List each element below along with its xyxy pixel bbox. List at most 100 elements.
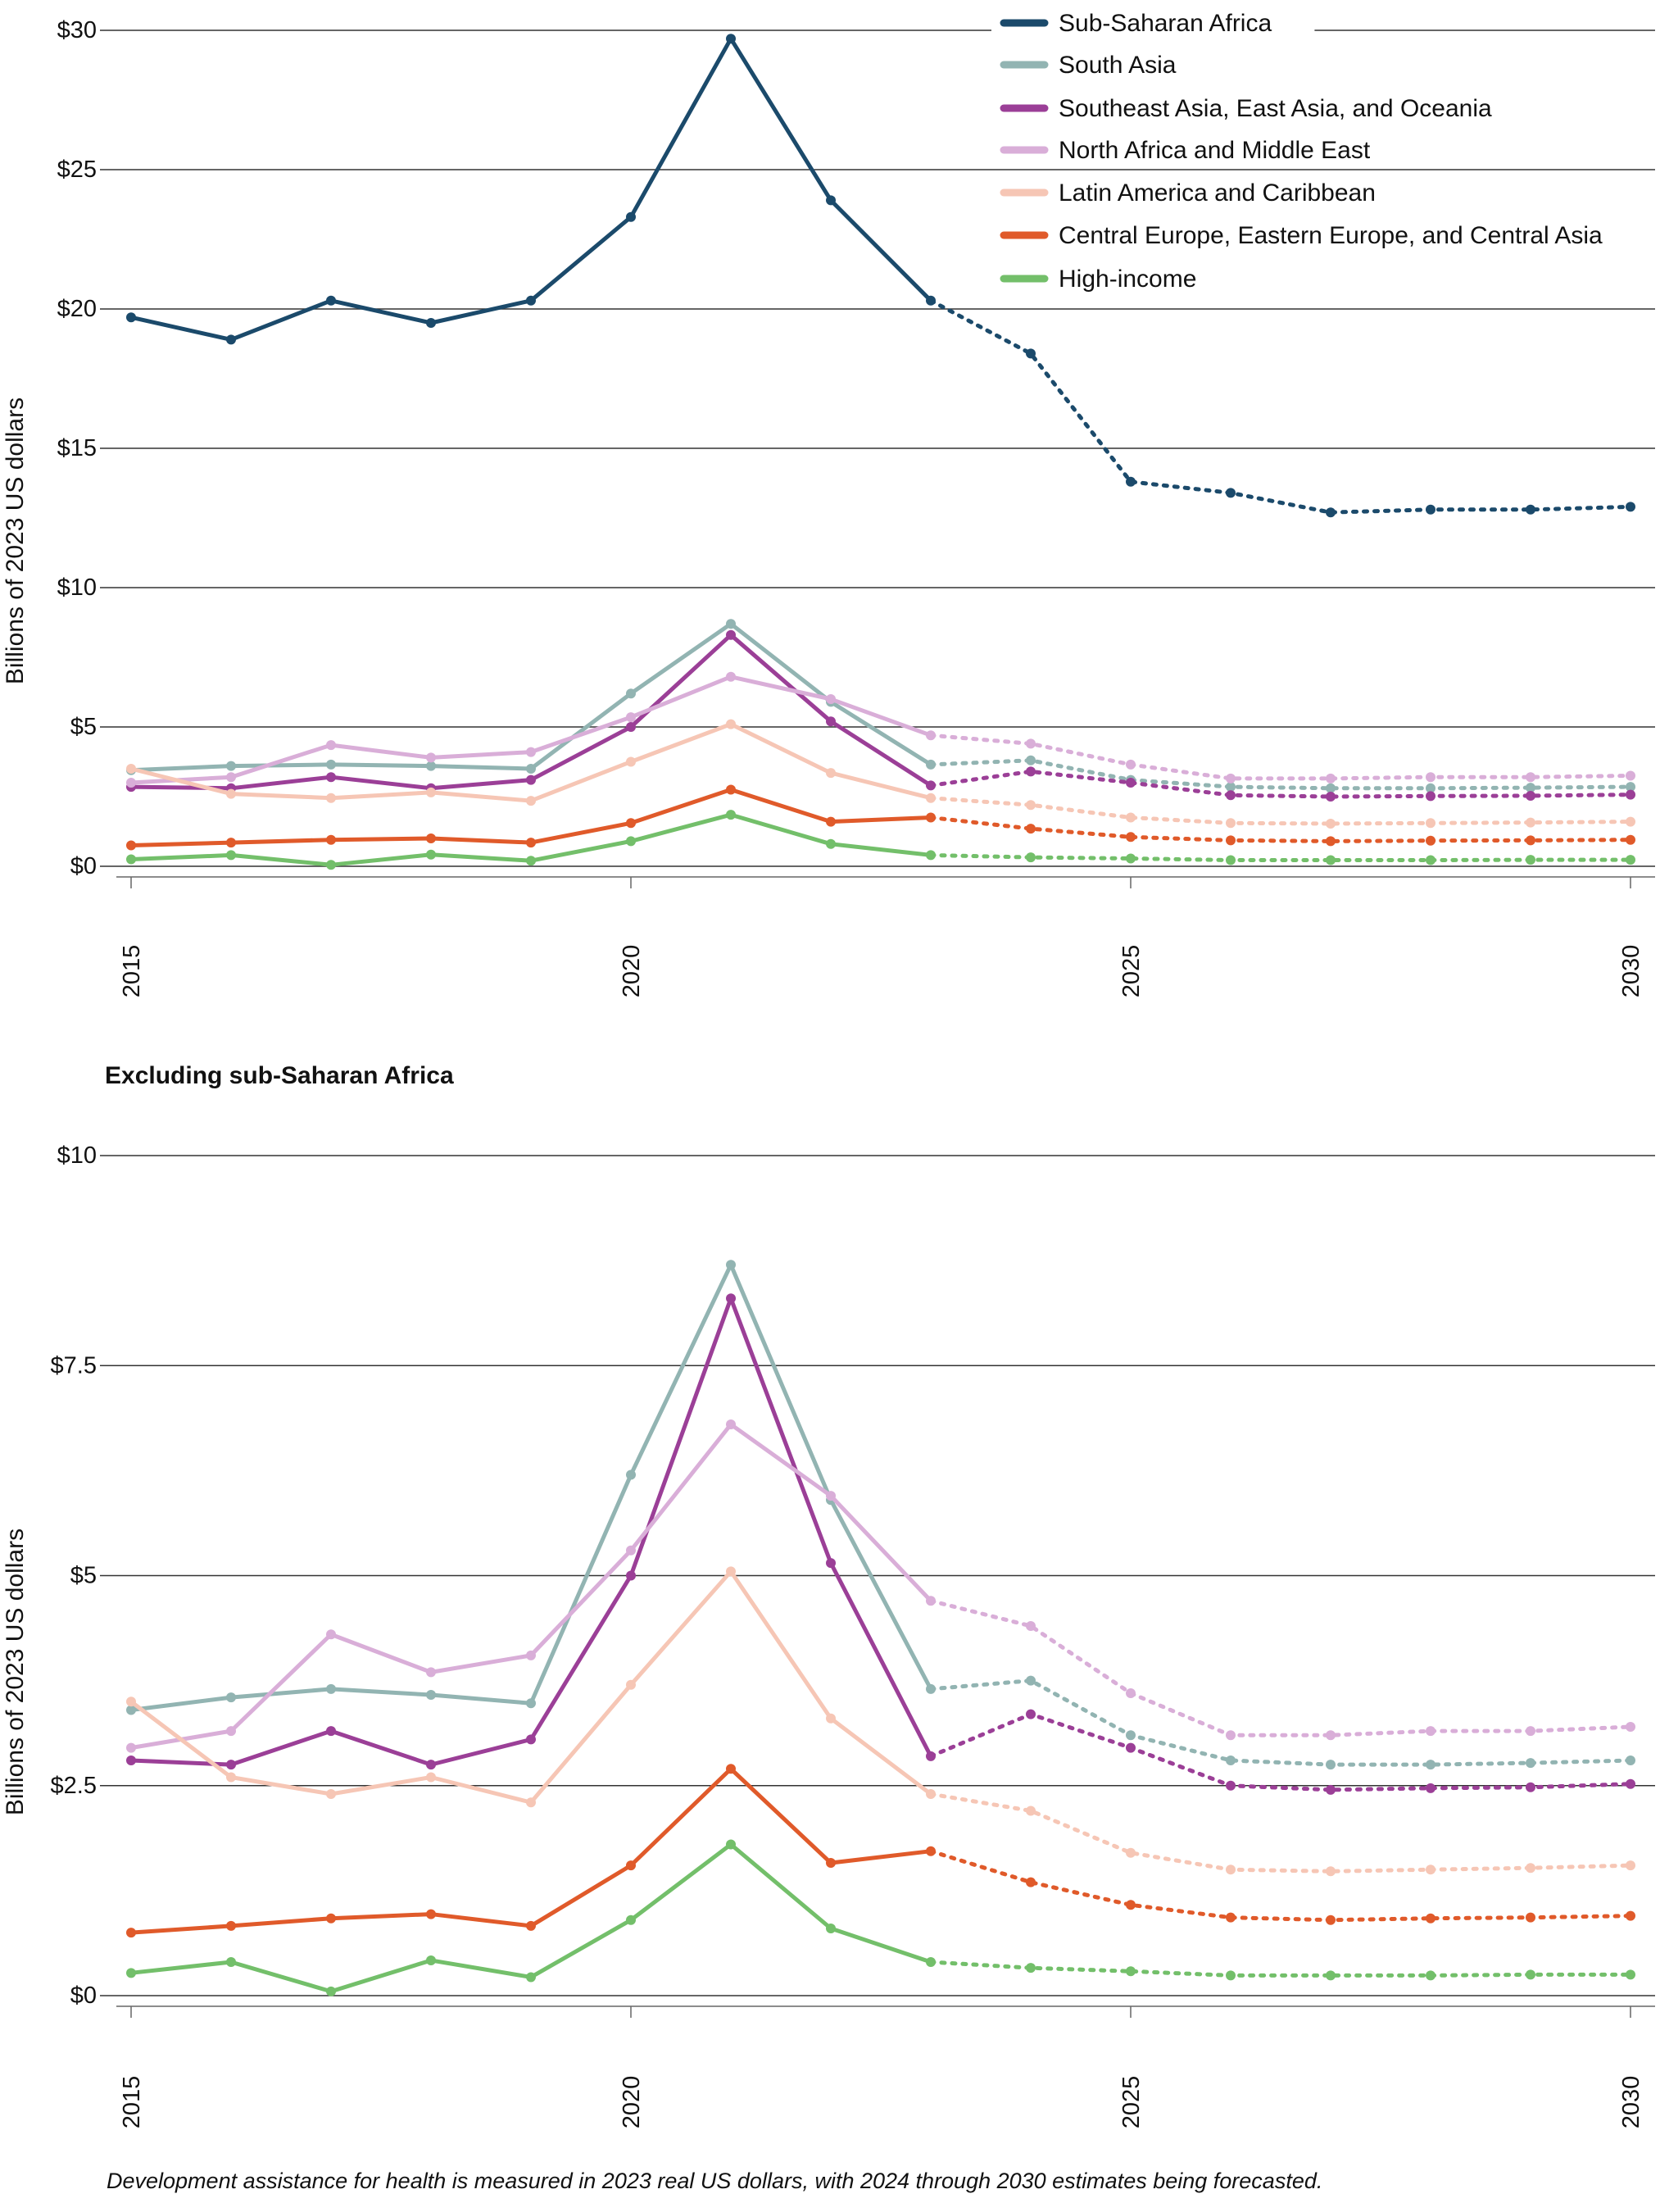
data-point bbox=[1326, 1914, 1336, 1925]
legend-bg bbox=[991, 175, 1431, 207]
data-point bbox=[726, 784, 736, 795]
data-point bbox=[526, 1920, 536, 1931]
data-point bbox=[1026, 824, 1036, 834]
data-point bbox=[1426, 1865, 1435, 1875]
data-point bbox=[1526, 1726, 1535, 1737]
series-line-forecast bbox=[928, 796, 1633, 826]
data-point bbox=[126, 854, 136, 865]
data-point bbox=[726, 1566, 736, 1577]
data-point bbox=[426, 1772, 436, 1783]
data-point bbox=[1026, 1805, 1036, 1816]
x-tick-label: 2025 bbox=[1118, 2076, 1145, 2129]
data-point bbox=[626, 836, 636, 847]
data-point bbox=[326, 834, 336, 845]
legend-item-south-asia: South Asia bbox=[991, 47, 1211, 79]
data-point bbox=[726, 34, 736, 44]
data-point bbox=[1526, 790, 1535, 801]
data-point bbox=[626, 818, 636, 829]
data-point bbox=[726, 1764, 736, 1774]
data-point bbox=[826, 1924, 836, 1933]
series-sub-saharan-africa bbox=[126, 34, 1635, 518]
legend-bg bbox=[991, 217, 1660, 250]
data-point bbox=[1626, 855, 1635, 865]
data-point bbox=[326, 793, 336, 803]
data-point bbox=[326, 1629, 336, 1640]
data-point bbox=[326, 1726, 336, 1737]
data-point bbox=[1126, 832, 1136, 843]
data-point bbox=[1426, 855, 1435, 865]
legend-item-southeast-asia-east-asia-and-oceania: Southeast Asia, East Asia, and Oceania bbox=[991, 90, 1574, 123]
data-point bbox=[1126, 1847, 1136, 1858]
data-point bbox=[1526, 772, 1535, 783]
data-point bbox=[1026, 1709, 1036, 1719]
data-point bbox=[126, 840, 136, 851]
data-point bbox=[826, 716, 836, 727]
data-point bbox=[1526, 835, 1535, 846]
data-point bbox=[726, 671, 736, 682]
data-point bbox=[1426, 1783, 1435, 1793]
series-line-forecast bbox=[928, 1792, 1633, 1874]
data-point bbox=[426, 833, 436, 843]
data-point bbox=[226, 334, 236, 345]
data-point bbox=[626, 1860, 636, 1871]
data-point bbox=[226, 1920, 236, 1931]
data-point bbox=[1526, 1758, 1535, 1769]
data-point bbox=[1426, 818, 1435, 829]
data-point bbox=[1526, 1912, 1535, 1923]
data-point bbox=[1026, 738, 1036, 749]
data-point bbox=[1526, 783, 1535, 793]
data-point bbox=[1026, 1877, 1036, 1887]
data-point bbox=[226, 1772, 236, 1783]
data-point bbox=[326, 1913, 336, 1924]
data-point bbox=[1126, 812, 1136, 823]
data-point bbox=[1326, 1866, 1336, 1877]
series-line-actual bbox=[130, 1262, 933, 1712]
x-tick-label: 2020 bbox=[619, 2076, 645, 2129]
series-line-forecast bbox=[928, 815, 1633, 843]
data-point bbox=[1326, 855, 1336, 865]
series-southeast-asia-east-asia-and-oceania bbox=[126, 1293, 1635, 1795]
data-point bbox=[926, 759, 936, 770]
data-point bbox=[326, 740, 336, 751]
x-tick-label: 2030 bbox=[1618, 945, 1644, 998]
data-point bbox=[1226, 1756, 1236, 1765]
y-tick-label: $25 bbox=[57, 157, 97, 183]
data-point bbox=[826, 1713, 836, 1724]
data-point bbox=[1526, 504, 1535, 515]
legend-label: Latin America and Caribbean bbox=[1059, 179, 1376, 207]
data-point bbox=[426, 1760, 436, 1770]
data-point bbox=[1026, 766, 1036, 777]
data-point bbox=[1426, 1760, 1435, 1770]
data-point bbox=[626, 211, 636, 222]
data-point bbox=[926, 1751, 936, 1761]
legend-bg bbox=[991, 90, 1574, 123]
data-point bbox=[826, 838, 836, 849]
data-point bbox=[1426, 1913, 1435, 1924]
data-point bbox=[526, 295, 536, 306]
y-tick-labels: $0 $2.5 $5 $7.5 $10 bbox=[51, 1142, 97, 2009]
data-point bbox=[126, 1928, 136, 1938]
data-point bbox=[1326, 773, 1336, 784]
data-point bbox=[1026, 1675, 1036, 1686]
data-point bbox=[426, 1909, 436, 1919]
series-line-forecast bbox=[928, 298, 1633, 515]
data-point bbox=[1226, 790, 1236, 801]
data-point bbox=[1526, 855, 1535, 865]
footnote: Development assistance for health is mea… bbox=[107, 2169, 1322, 2193]
data-point bbox=[1226, 835, 1236, 846]
data-point bbox=[526, 796, 536, 806]
data-point bbox=[926, 850, 936, 861]
data-point bbox=[1326, 1784, 1336, 1795]
data-point bbox=[126, 764, 136, 774]
data-point bbox=[1226, 1970, 1236, 1981]
legend-item-high-income: High-income bbox=[991, 261, 1224, 293]
data-point bbox=[926, 793, 936, 803]
data-point bbox=[226, 1957, 236, 1967]
x-tick-label: 2025 bbox=[1118, 945, 1145, 998]
data-point bbox=[1626, 1969, 1635, 1980]
data-point bbox=[1226, 782, 1236, 793]
data-point bbox=[826, 816, 836, 827]
data-point bbox=[1226, 1780, 1236, 1791]
series-central-europe-eastern-europe-and-central-asia bbox=[126, 1764, 1635, 1938]
